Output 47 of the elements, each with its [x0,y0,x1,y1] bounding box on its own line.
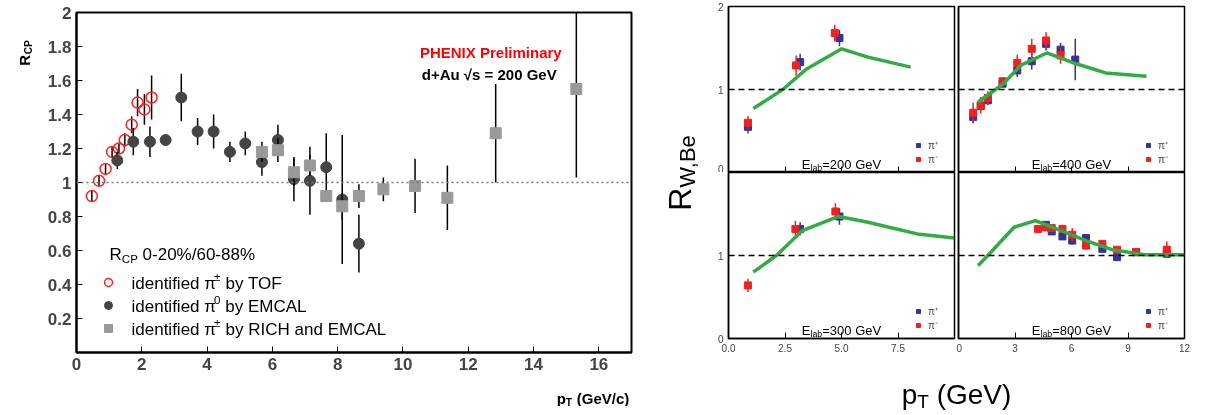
legend-label: π⁻ [928,153,939,166]
y-tick-label: 0 [717,163,724,175]
x-tick-label: 6 [1068,342,1075,354]
y-tick-label: 1 [717,84,724,96]
x-tick-label: 0 [956,342,963,354]
x-tick-label: 4 [202,354,213,374]
y-tick-label: 0.4 [47,275,73,295]
annotation: d+Au √s = 200 GeV [421,66,557,83]
y-axis-title: RW,Be [661,135,700,211]
y-tick-label: 1.8 [47,37,72,57]
x-tick-label: 12 [458,354,478,374]
x-tick-label: 6 [267,354,278,374]
legend-label: π⁺ [1158,305,1169,318]
y-tick-label: 0.2 [47,309,72,329]
y-tick-label: 1.2 [47,139,72,159]
x-tick-label: 7.5 [891,342,906,354]
x-tick-label: 12 [1178,342,1191,354]
text: RCP [16,40,34,66]
y-tick-label: 1.4 [47,105,73,125]
x-tick-label: 8 [332,354,343,374]
legend-label: π⁻ [1158,153,1169,166]
legend-label: π⁻ [928,319,939,332]
x-tick-label: 2.5 [778,342,793,354]
x-tick-label: 9 [1125,342,1132,354]
y-tick-label: 2 [717,1,724,13]
text: 0-20%/60-88% [142,245,256,264]
legend-label: π⁺ [928,305,939,318]
y-tick-label: 0 [717,333,724,345]
x-tick-label: 10 [393,354,413,374]
x-tick-label: 0.0 [721,342,736,354]
legend-label: identified π± by TOF [131,270,282,293]
y-tick-label: 0.6 [47,241,72,261]
y-tick-label: 0.8 [47,207,72,227]
legend-label: π⁻ [1158,319,1169,332]
x-tick-label: 5.0 [834,342,849,354]
y-tick-label: 1 [717,250,724,262]
legend-label: π⁺ [928,139,939,152]
x-tick-label: 14 [524,354,544,374]
x-tick-label: 3 [1012,342,1019,354]
y-tick-label: 1.6 [47,71,72,91]
x-tick-label: 2 [137,354,147,374]
annotation: PHENIX Preliminary [419,44,563,61]
y-tick-label: 2 [62,3,72,23]
legend-label: π⁺ [1158,139,1169,152]
y-tick-label: 1 [62,173,72,193]
legend-label: identified π± by RICH and EMCAL [131,316,387,339]
x-tick-label: 16 [589,354,609,374]
